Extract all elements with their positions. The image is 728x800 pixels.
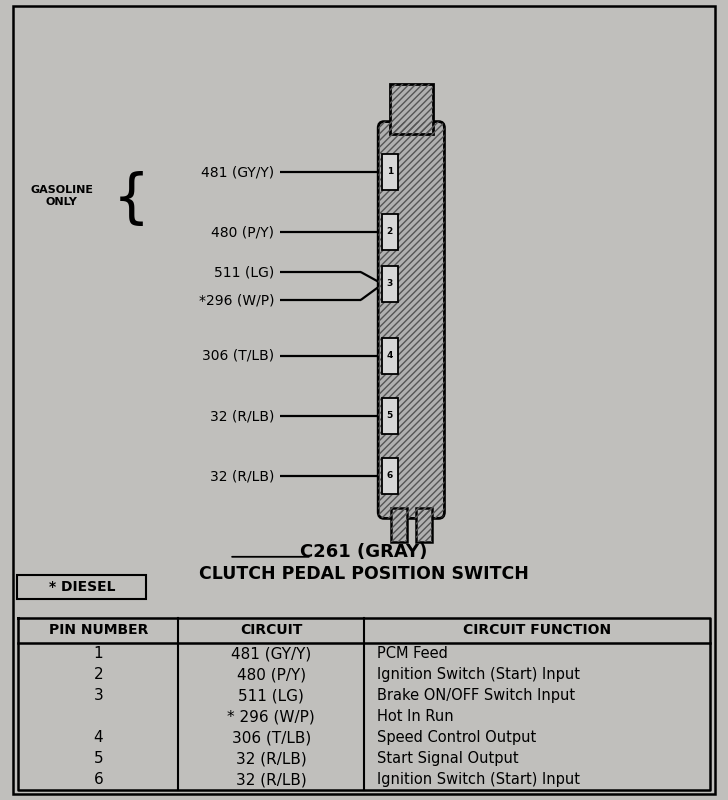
Text: *296 (W/P): *296 (W/P) [199,293,274,307]
Text: CIRCUIT: CIRCUIT [240,623,302,638]
Text: 481 (GY/Y): 481 (GY/Y) [202,165,274,179]
Text: 4: 4 [93,730,103,746]
Text: 511 (LG): 511 (LG) [214,265,274,279]
FancyBboxPatch shape [381,266,397,302]
Text: 306 (T/LB): 306 (T/LB) [232,730,311,746]
Text: 480 (P/Y): 480 (P/Y) [211,225,274,239]
Text: Hot In Run: Hot In Run [377,710,454,724]
Text: C261 (GRAY): C261 (GRAY) [301,543,427,561]
Text: * DIESEL: * DIESEL [49,580,115,594]
Text: 32 (R/LB): 32 (R/LB) [236,772,306,787]
Text: Speed Control Output: Speed Control Output [377,730,537,746]
Text: 3: 3 [387,279,393,289]
Text: 511 (LG): 511 (LG) [238,688,304,703]
Text: 2: 2 [387,227,393,237]
Text: 480 (P/Y): 480 (P/Y) [237,667,306,682]
FancyBboxPatch shape [381,338,397,374]
Text: PIN NUMBER: PIN NUMBER [49,623,148,638]
Text: {: { [113,171,149,229]
Text: 4: 4 [387,351,393,361]
Text: 6: 6 [93,772,103,787]
Text: 1: 1 [93,646,103,662]
Text: 6: 6 [387,471,393,481]
Text: 5: 5 [387,411,393,421]
Text: GASOLINE
ONLY: GASOLINE ONLY [31,185,93,207]
Text: Start Signal Output: Start Signal Output [377,751,519,766]
Text: Ignition Switch (Start) Input: Ignition Switch (Start) Input [377,667,580,682]
FancyBboxPatch shape [390,84,432,134]
FancyBboxPatch shape [381,458,397,494]
FancyBboxPatch shape [381,154,397,190]
Text: 32 (R/LB): 32 (R/LB) [210,469,274,483]
Text: 32 (R/LB): 32 (R/LB) [210,409,274,423]
FancyBboxPatch shape [381,214,397,250]
FancyBboxPatch shape [391,508,407,542]
Text: 481 (GY/Y): 481 (GY/Y) [231,646,312,662]
Text: 2: 2 [93,667,103,682]
Text: Ignition Switch (Start) Input: Ignition Switch (Start) Input [377,772,580,787]
FancyBboxPatch shape [416,508,432,542]
Text: 3: 3 [93,688,103,703]
Text: 32 (R/LB): 32 (R/LB) [236,751,306,766]
FancyBboxPatch shape [379,122,444,518]
Text: 1: 1 [387,167,393,177]
Text: * 296 (W/P): * 296 (W/P) [227,710,315,724]
Text: PCM Feed: PCM Feed [377,646,448,662]
FancyBboxPatch shape [381,398,397,434]
Text: CLUTCH PEDAL POSITION SWITCH: CLUTCH PEDAL POSITION SWITCH [199,566,529,583]
Text: CIRCUIT FUNCTION: CIRCUIT FUNCTION [463,623,611,638]
Text: 5: 5 [93,751,103,766]
Text: Brake ON/OFF Switch Input: Brake ON/OFF Switch Input [377,688,575,703]
Text: 306 (T/LB): 306 (T/LB) [202,349,274,363]
